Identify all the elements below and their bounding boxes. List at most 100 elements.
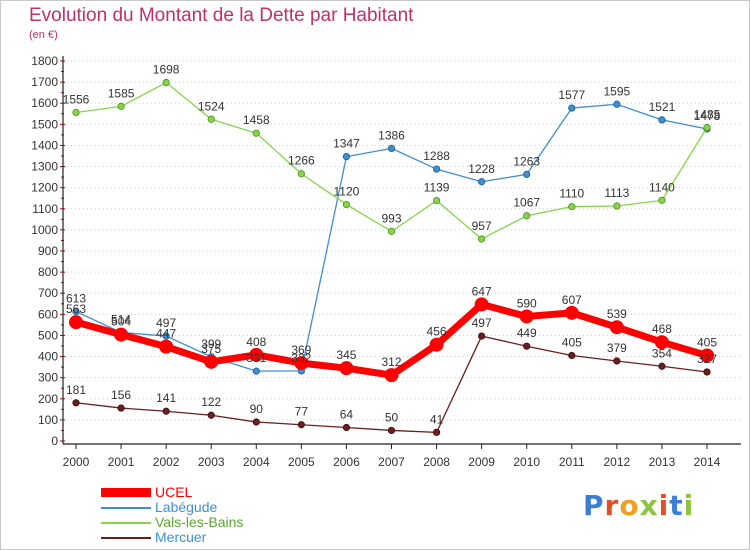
data-point [613,202,621,210]
data-point [72,108,80,117]
data-label: 449 [517,326,537,340]
y-tick-label: 200 [38,392,58,406]
y-tick-label: 300 [38,371,58,385]
data-label: 993 [381,211,401,225]
logo-letter: x [639,489,659,522]
data-label: 456 [427,325,447,339]
data-point [703,123,711,132]
data-label: 312 [381,355,401,369]
y-tick-label: 600 [38,307,58,321]
data-label: 1067 [513,196,540,210]
x-tick-label: 2007 [378,455,405,469]
y-tick-label: 1600 [31,96,58,110]
data-point [252,129,260,137]
x-tick-label: 2006 [333,455,360,469]
data-point [387,426,396,435]
data-label: 563 [66,302,86,316]
data-point [207,411,215,419]
data-label: 647 [472,284,492,298]
data-label: 331 [246,351,266,365]
data-label: 504 [111,315,131,329]
data-label: 345 [336,348,356,362]
legend-swatch-labegude [101,506,151,509]
y-tick-label: 500 [38,328,58,342]
x-tick-label: 2014 [694,455,721,469]
data-point [339,361,354,376]
data-point [523,212,531,220]
data-label: 156 [111,388,131,402]
proxiti-logo: Proxiti [583,489,694,522]
data-label: 1556 [63,93,90,107]
data-point [342,423,351,432]
logo-letter: P [583,489,605,522]
y-tick-label: 800 [38,265,58,279]
data-point [387,144,396,152]
data-label: 539 [607,307,627,321]
data-label: 181 [66,383,86,397]
data-point [294,356,309,371]
y-tick-label: 1700 [31,75,58,89]
data-point [207,115,215,123]
data-label: 369 [291,343,311,357]
y-tick-label: 900 [38,244,58,258]
chart-title: Evolution du Montant de la Dette par Hab… [29,5,414,26]
data-point [609,320,624,335]
legend-label-vals-les-bains: Vals-les-Bains [155,514,244,530]
data-point [519,309,534,324]
data-label: 332 [291,351,311,365]
data-point [117,404,125,412]
legend-swatch-ucel [101,488,151,497]
x-tick-label: 2013 [649,455,676,469]
data-point [478,235,486,243]
data-point [568,351,576,360]
data-label: 408 [246,335,266,349]
data-point [252,367,260,375]
data-point [703,368,711,376]
data-label: 468 [652,322,672,336]
data-label: 1263 [513,154,540,168]
data-label: 514 [111,312,131,326]
data-point [654,335,669,350]
data-label: 1288 [423,149,450,163]
legend-item-vals-les-bains: Vals-les-Bains [101,515,243,530]
legend-label-ucel: UCEL [155,484,193,500]
data-label: 1595 [604,84,631,98]
data-label: 41 [430,412,444,426]
data-label: 1521 [649,100,676,114]
legend-item-mercuer: Mercuer [101,530,243,545]
x-tick-label: 2009 [468,455,495,469]
data-label: 1113 [604,186,629,200]
x-tick-label: 2001 [108,455,135,469]
legend-label-mercuer: Mercuer [155,529,207,545]
data-label: 405 [697,336,717,350]
data-label: 1228 [468,162,495,176]
legend-label-labegude: Labégude [155,499,218,515]
data-point [432,165,441,173]
data-point [700,348,714,363]
logo-letter: r [604,489,620,522]
legend-item-ucel: UCEL [101,485,243,500]
data-label: 1386 [378,128,405,142]
y-tick-label: 0 [51,434,58,448]
data-point [658,196,666,204]
data-point [387,227,396,235]
data-point [384,368,399,383]
data-label: 64 [340,407,354,421]
x-tick-label: 2008 [423,455,450,469]
data-point [564,305,579,320]
data-point [432,196,441,205]
y-tick-label: 1100 [32,202,58,216]
data-point [658,362,666,370]
data-label: 141 [156,391,176,405]
x-tick-label: 2005 [288,455,315,469]
data-point [568,104,576,112]
data-point [72,399,80,407]
data-label: 1458 [243,113,270,127]
logo-letter: t [669,489,684,522]
data-point [523,342,531,350]
data-point [69,315,83,330]
data-point [613,357,621,365]
data-label: 607 [562,293,582,307]
